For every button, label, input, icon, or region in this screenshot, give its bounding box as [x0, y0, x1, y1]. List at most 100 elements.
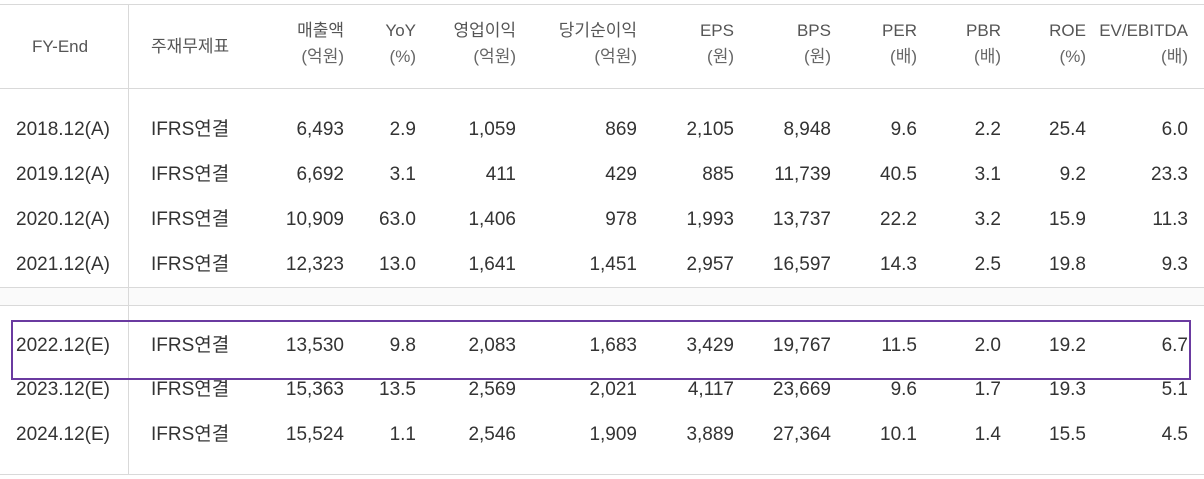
cell-bps: 23,669	[772, 379, 831, 400]
cell-ev: 11.3	[1152, 209, 1188, 230]
cell-pbr: 1.7	[974, 379, 1001, 400]
cell-pbr: 2.5	[974, 254, 1001, 275]
cell-eps: 1,993	[686, 209, 734, 230]
cell-net: 429	[605, 164, 637, 185]
table-bottom-rule	[0, 474, 1204, 475]
header-top-rule	[0, 4, 1204, 5]
cell-net: 1,909	[589, 424, 637, 445]
table-row: 2020.12(A) IFRS연결 10,909 63.0 1,406 978 1,993 1…	[0, 200, 1204, 240]
table-row: 2019.12(A) IFRS연결 6,692 3.1 411 429 885 11,739 4…	[0, 155, 1204, 195]
cell-net: 2,021	[589, 379, 637, 400]
cell-op: 1,641	[468, 254, 516, 275]
cell-net: 978	[605, 209, 637, 230]
cell-basis: IFRS연결	[151, 379, 230, 400]
table-row: 2021.12(A) IFRS연결 12,323 13.0 1,641 1,451 2,95…	[0, 245, 1204, 285]
header-bottom-rule	[0, 88, 1204, 89]
cell-roe: 25.4	[1049, 119, 1086, 140]
cell-eps: 3,429	[686, 335, 734, 356]
cell-ev: 6.7	[1161, 335, 1188, 356]
cell-pbr: 3.1	[974, 164, 1001, 185]
cell-per: 11.5	[881, 335, 917, 356]
cell-bps: 11,739	[774, 164, 831, 185]
cell-yoy: 1.1	[389, 424, 416, 445]
cell-ev: 5.1	[1161, 379, 1188, 400]
cell-per: 22.2	[880, 209, 917, 230]
cell-ev: 6.0	[1161, 119, 1188, 140]
cell-eps: 2,105	[686, 119, 734, 140]
cell-sales: 15,524	[285, 424, 344, 445]
cell-net: 869	[605, 119, 637, 140]
cell-yoy: 13.5	[379, 379, 416, 400]
cell-op: 2,546	[468, 424, 516, 445]
cell-roe: 15.5	[1049, 424, 1086, 445]
cell-roe: 19.3	[1049, 379, 1086, 400]
col-header-basis: 주재무제표	[151, 37, 230, 56]
cell-ev: 4.5	[1161, 424, 1188, 445]
cell-sales: 12,323	[285, 254, 344, 275]
cell-per: 10.1	[880, 424, 917, 445]
cell-yoy: 3.1	[389, 164, 416, 185]
cell-fy: 2018.12(A)	[16, 119, 111, 140]
col-header-yoy: YoY (%)	[385, 21, 416, 66]
cell-pbr: 1.4	[974, 424, 1001, 445]
cell-basis: IFRS연결	[151, 335, 230, 356]
cell-sales: 6,493	[296, 119, 344, 140]
col-header-pbr: PBR (배)	[966, 21, 1001, 66]
cell-op: 1,406	[468, 209, 516, 230]
cell-yoy: 9.8	[389, 335, 416, 356]
cell-sales: 15,363	[285, 379, 344, 400]
cell-yoy: 63.0	[379, 209, 416, 230]
cell-per: 40.5	[880, 164, 917, 185]
cell-pbr: 2.2	[974, 119, 1001, 140]
cell-sales: 10,909	[285, 209, 344, 230]
cell-pbr: 3.2	[974, 209, 1001, 230]
cell-bps: 27,364	[772, 424, 831, 445]
cell-bps: 8,948	[783, 119, 831, 140]
cell-roe: 19.8	[1049, 254, 1086, 275]
col-header-per: PER (배)	[882, 21, 917, 66]
cell-basis: IFRS연결	[151, 424, 230, 445]
cell-per: 9.6	[890, 119, 917, 140]
section-gap	[0, 287, 1204, 305]
table-row: 2024.12(E) IFRS연결 15,524 1.1 2,546 1,909 3,889…	[0, 415, 1204, 455]
col-header-eps: EPS (원)	[699, 21, 734, 66]
cell-yoy: 13.0	[379, 254, 416, 275]
cell-yoy: 2.9	[389, 119, 416, 140]
col-header-fy-end: FY-End	[32, 37, 89, 56]
cell-eps: 3,889	[686, 424, 734, 445]
cell-eps: 4,117	[687, 379, 734, 400]
table-row: 2018.12(A) IFRS연결 6,493 2.9 1,059 869 2,105 8,9…	[0, 110, 1204, 150]
cell-basis: IFRS연결	[151, 254, 230, 275]
cell-op: 2,083	[468, 335, 516, 356]
fy-column-divider	[128, 4, 129, 475]
col-header-net-income: 당기순이익 (억원)	[558, 21, 637, 66]
cell-roe: 9.2	[1059, 164, 1086, 185]
cell-roe: 19.2	[1049, 335, 1086, 356]
cell-bps: 16,597	[772, 254, 831, 275]
cell-fy: 2020.12(A)	[16, 209, 111, 230]
cell-basis: IFRS연결	[151, 164, 230, 185]
cell-op: 411	[485, 164, 516, 185]
cell-fy: 2019.12(A)	[16, 164, 111, 185]
cell-fy: 2024.12(E)	[16, 424, 111, 445]
col-header-roe: ROE (%)	[1049, 21, 1086, 66]
section-rule-2	[0, 305, 1204, 306]
col-header-operating-profit: 영업이익 (억원)	[453, 21, 516, 66]
table-row: 2022.12(E) IFRS연결 13,530 9.8 2,083 1,683 3,429…	[0, 326, 1204, 366]
cell-basis: IFRS연결	[151, 209, 230, 230]
cell-bps: 19,767	[772, 335, 831, 356]
col-header-sales: 매출액 (억원)	[297, 21, 344, 66]
table-row: 2023.12(E) IFRS연결 15,363 13.5 2,569 2,021 4,11…	[0, 370, 1204, 410]
col-header-bps: BPS (원)	[796, 21, 831, 66]
cell-eps: 2,957	[686, 254, 734, 275]
section-rule-1	[0, 287, 1204, 288]
cell-op: 2,569	[468, 379, 516, 400]
cell-sales: 13,530	[285, 335, 344, 356]
cell-pbr: 2.0	[974, 335, 1001, 356]
cell-roe: 15.9	[1049, 209, 1086, 230]
col-header-ev-ebitda: EV/EBITDA (배)	[1099, 21, 1188, 66]
cell-fy: 2022.12(E)	[16, 335, 111, 356]
cell-op: 1,059	[468, 119, 516, 140]
cell-basis: IFRS연결	[151, 119, 230, 140]
cell-net: 1,683	[589, 335, 637, 356]
